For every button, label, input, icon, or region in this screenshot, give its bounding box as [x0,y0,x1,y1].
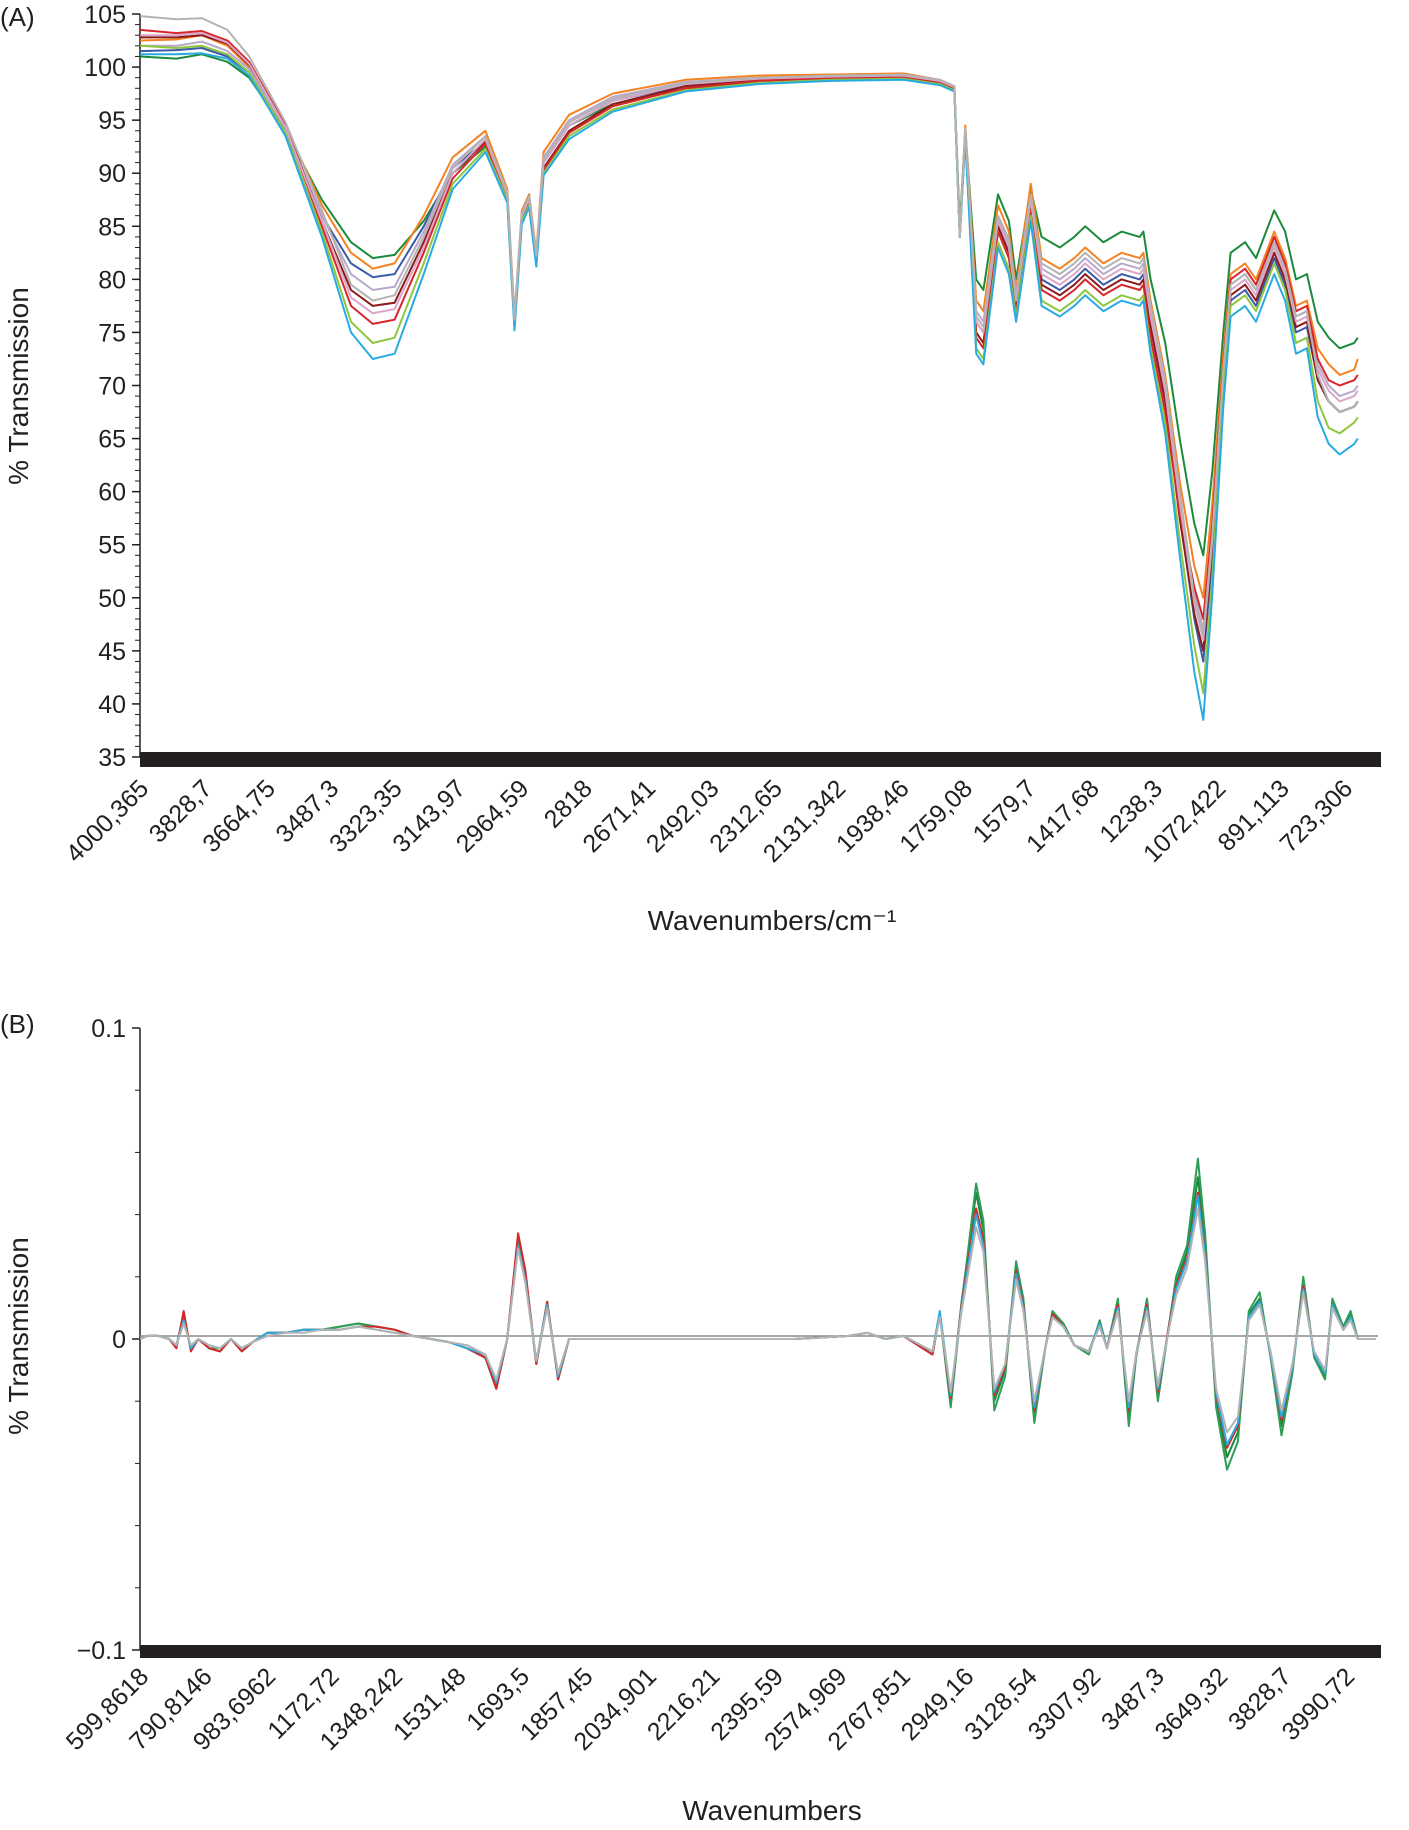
series-line-5 [140,34,1359,652]
y-tick-label: 40 [98,691,126,719]
y-tick-label: 55 [98,532,126,560]
y-tick-label: 95 [98,107,126,135]
panel-a-x-ticks: 4000,3653828,73664,753487,33323,353143,9… [61,774,1359,868]
panel-b-series [139,1157,1376,1471]
panel-a-label: (A) [0,2,35,32]
y-tick-label: 45 [98,638,126,666]
y-tick-label: 105 [84,1,126,29]
panel-b-label: (B) [0,1009,35,1039]
series-line-1 [140,53,1359,557]
panel-a-series [140,15,1359,721]
panel-b-chart: (B) −0.1 0 0.1 599,8618790,8146983,6962117… [0,1009,1381,1826]
y-tick-label: 80 [98,266,126,294]
y-tick-label: 90 [98,160,126,188]
panel-a-x-axis-title: Wavenumbers/cm⁻¹ [648,905,897,936]
series-line-3 [139,1191,1376,1449]
series-line-10 [140,15,1359,636]
y-tick-label: 50 [98,585,126,613]
x-tick-label: 2818 [539,774,598,833]
panel-b-x-axis-bar [140,1645,1381,1658]
panel-a-x-axis-bar [140,752,1381,767]
panel-b-x-ticks: 599,8618790,8146983,69621172,721348,2421… [61,1662,1361,1756]
y-tick-label: 70 [98,373,126,401]
y-tick-label: 60 [98,479,126,507]
series-line-8 [140,44,1359,695]
series-line-4 [140,40,1359,631]
panel-b-y-axis-title: % Transmission [3,1237,34,1435]
series-line-3 [140,47,1359,663]
y-tick-label: 75 [98,319,126,347]
series-line-2 [139,1157,1376,1471]
panel-b-y-ticks: −0.1 0 0.1 [77,1015,140,1665]
panel-a-chart: (A) 35 40 45 50 55 60 65 70 75 80 85 90 95 100 105 400… [0,1,1381,936]
panel-a-y-axis-title: % Transmission [3,287,34,485]
y-tick-label: 65 [98,426,126,454]
y-tick-label: 35 [98,744,126,772]
panel-b-x-axis-title: Wavenumbers [682,1795,861,1826]
panel-a-y-ticks: 35 40 45 50 55 60 65 70 75 80 85 90 95 100 105 [84,1,140,772]
series-line-7 [140,32,1359,642]
series-line-5 [139,1207,1376,1434]
y-tick-label: 100 [84,54,126,82]
x-tick-label: 4000,365 [61,774,155,868]
y-tick-label: 0.1 [91,1015,126,1043]
y-tick-label: 0 [112,1326,126,1354]
y-tick-label: 85 [98,213,126,241]
series-line-9 [140,52,1359,721]
series-line-2 [140,34,1359,599]
series-line-6 [140,28,1359,620]
y-tick-label: −0.1 [77,1637,126,1665]
